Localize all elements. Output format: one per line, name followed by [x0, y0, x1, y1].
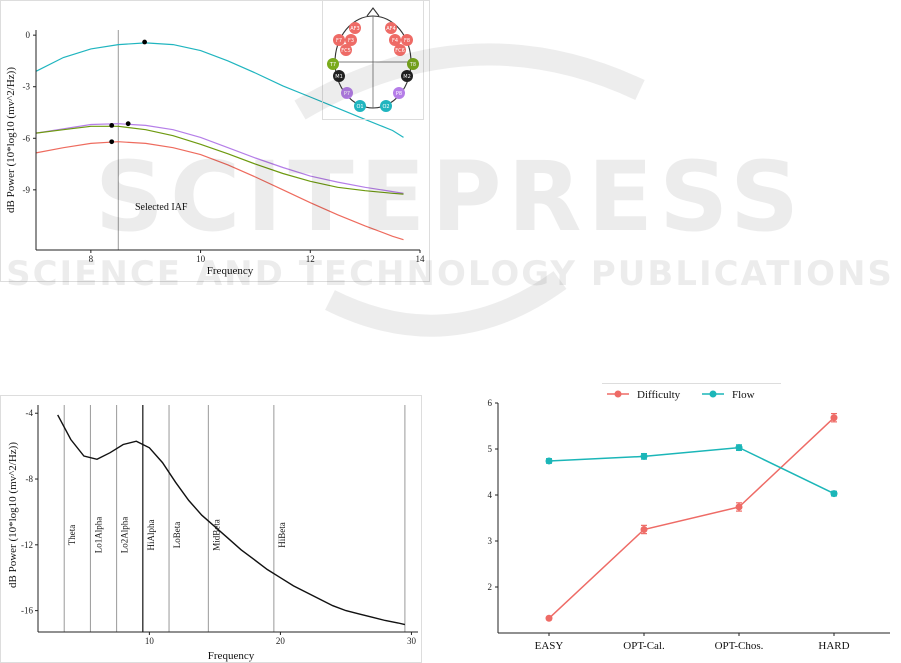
band-label: Lo1Alpha — [93, 517, 103, 554]
nose-outline — [366, 7, 380, 17]
spectrum-y-tick-label: -12 — [21, 540, 33, 550]
electrode-af3 — [349, 22, 361, 34]
legend-label: Flow — [732, 389, 755, 401]
electrode-label: M1 — [335, 74, 343, 80]
iaf-y-axis-title: dB Power (10*log10 (mv^2/Hz)) — [5, 67, 17, 213]
electrode-t7 — [327, 58, 339, 70]
difficulty-flow-chart: Difficulty Flow 2 3 4 5 6 EASY OPT-Cal. OPT-Chos… — [488, 383, 890, 652]
electrode-label: O1 — [356, 104, 363, 110]
iaf-x-tick-label: 14 — [416, 254, 426, 264]
df-data-point — [545, 457, 553, 465]
electrode-label: F3 — [348, 38, 354, 44]
spectrum-y-axis-title: dB Power (10*log10 (mv^2/Hz)) — [7, 442, 19, 588]
band-label: Theta — [67, 525, 77, 546]
band-label: HiAlpha — [146, 520, 156, 551]
electrode-label: F8 — [404, 38, 410, 44]
df-data-point — [545, 614, 553, 622]
electrode-o2 — [380, 100, 392, 112]
iaf-chart: 8 10 12 14 0 -3 -6 -9 Frequency dB Power (10*lo… — [0, 0, 430, 282]
iaf-x-axis-title: Frequency — [207, 265, 254, 277]
electrode-f7 — [333, 34, 345, 46]
iaf-x-tick-label: 8 — [89, 254, 94, 264]
df-x-tick-label: HARD — [818, 640, 849, 652]
iaf-y-tick-label: -3 — [23, 82, 31, 92]
legend-swatch-point — [614, 390, 622, 398]
df-data-point — [640, 526, 648, 533]
electrode-m1 — [333, 70, 345, 82]
iaf-x-tick-label: 10 — [196, 254, 206, 264]
electrode-head-map: AF3 AF4 F7 F3 F4 F8 FC5 FC6 T7 T8 M1 M2 P7 P8 O1 O2 — [322, 0, 424, 120]
electrode-label: P7 — [344, 91, 350, 97]
iaf-peak-point — [125, 121, 131, 127]
df-y-tick-label: 4 — [488, 490, 493, 500]
df-y-tick-label: 2 — [488, 582, 493, 592]
electrode-p8 — [393, 87, 405, 99]
electrode-label: AF3 — [350, 26, 359, 32]
electrode-f8 — [401, 34, 413, 46]
df-data-point — [830, 490, 838, 498]
electrode-p7 — [341, 87, 353, 99]
band-label: MidBeta — [211, 519, 221, 551]
electrode-label: M2 — [403, 74, 411, 80]
electrode-o1 — [354, 100, 366, 112]
df-x-tick-label: OPT-Cal. — [623, 640, 665, 652]
spectrum-chart: Theta Lo1Alpha Lo2Alpha HiAlpha LoBeta MidBet… — [0, 395, 422, 663]
electrode-label: F4 — [392, 38, 398, 44]
df-x-tick-label: EASY — [535, 640, 564, 652]
iaf-x-tick-label: 12 — [306, 254, 315, 264]
electrode-label: AF4 — [386, 26, 395, 32]
df-series-line — [548, 417, 835, 619]
electrode-label: P8 — [396, 91, 402, 97]
legend-swatch-point — [709, 390, 717, 398]
electrode-af4 — [385, 22, 397, 34]
spectrum-y-tick-label: -8 — [26, 474, 34, 484]
band-label: LoBeta — [172, 522, 182, 549]
iaf-series-line — [35, 141, 404, 241]
spectrum-x-tick-label: 30 — [407, 636, 417, 646]
electrode-label: O2 — [382, 104, 389, 110]
electrode-label: T8 — [409, 62, 416, 68]
iaf-peak-point — [142, 39, 148, 45]
df-y-tick-label: 3 — [488, 536, 493, 546]
iaf-y-tick-label: -6 — [23, 133, 31, 143]
iaf-chart-border — [0, 0, 430, 282]
spectrum-x-axis-title: Frequency — [208, 650, 255, 662]
electrode-fc6 — [394, 44, 406, 56]
spectrum-line — [57, 414, 406, 626]
electrode-t8 — [407, 58, 419, 70]
df-x-tick-label: OPT-Chos. — [715, 640, 764, 652]
df-data-point — [735, 444, 743, 452]
electrode-fc5 — [340, 44, 352, 56]
df-y-tick-label: 5 — [488, 444, 493, 454]
electrode-m2 — [401, 70, 413, 82]
legend-label: Difficulty — [637, 389, 681, 401]
electrode-f3 — [345, 34, 357, 46]
electrode-label: F7 — [336, 38, 342, 44]
iaf-series-line — [35, 123, 404, 194]
df-data-point — [830, 414, 838, 422]
iaf-peak-point — [109, 139, 115, 145]
band-label: HiBeta — [277, 522, 287, 548]
electrode-label: FC6 — [395, 48, 405, 54]
electrode-label: FC5 — [341, 48, 351, 54]
electrode-f4 — [389, 34, 401, 46]
iaf-series-line — [35, 125, 404, 195]
spectrum-y-tick-label: -4 — [26, 408, 34, 418]
df-y-tick-label: 6 — [488, 398, 493, 408]
topomap-border — [322, 0, 424, 120]
spectrum-x-tick-label: 20 — [276, 636, 286, 646]
df-data-point — [735, 503, 743, 511]
spectrum-x-tick-label: 10 — [145, 636, 155, 646]
iaf-y-tick-label: -9 — [23, 185, 31, 195]
band-label: Lo2Alpha — [120, 517, 130, 554]
spectrum-y-tick-label: -16 — [21, 606, 33, 616]
selected-iaf-label: Selected IAF — [135, 202, 188, 213]
iaf-peak-point — [109, 122, 115, 128]
df-series-line — [548, 446, 835, 495]
df-data-point — [640, 452, 648, 460]
iaf-y-tick-label: 0 — [26, 30, 31, 40]
iaf-series-line — [35, 42, 404, 138]
electrode-label: T7 — [329, 62, 336, 68]
